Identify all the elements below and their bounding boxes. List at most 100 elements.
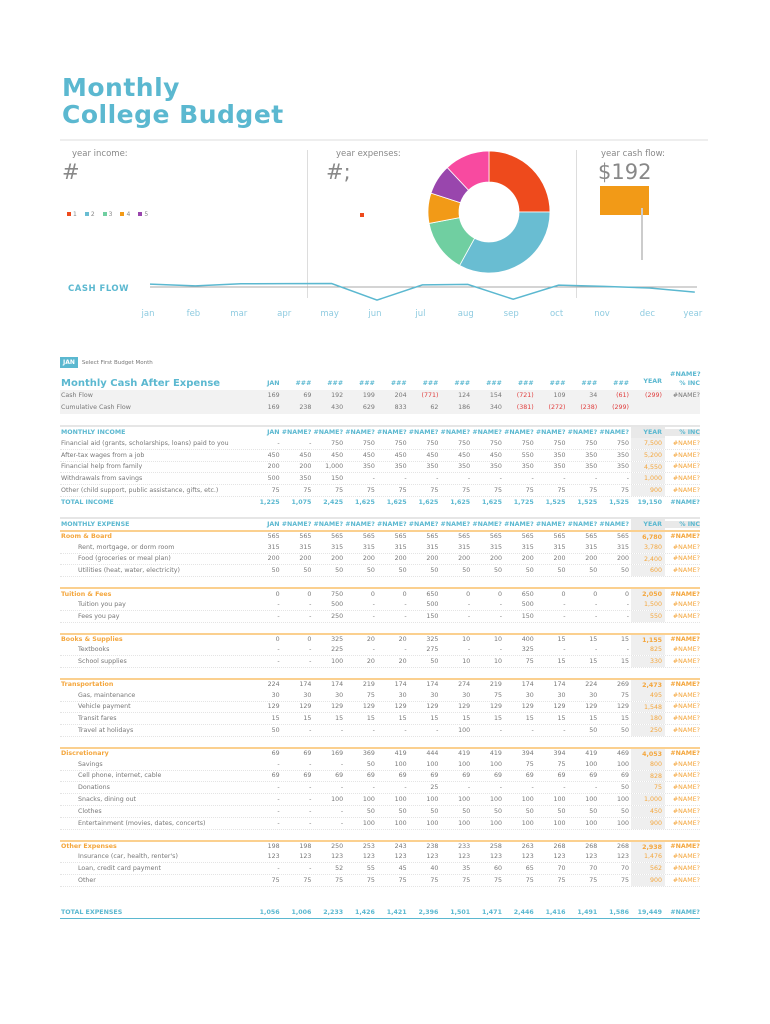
- row-label: Other (child support, public assistance,…: [61, 487, 219, 495]
- cell: 1,471: [482, 908, 502, 916]
- cell: 350: [299, 475, 312, 483]
- cell: 124: [458, 392, 471, 400]
- cell: 20: [366, 658, 375, 666]
- cell: 1,000: [325, 463, 344, 471]
- cell: -: [309, 796, 312, 804]
- cell: 1,006: [291, 908, 312, 916]
- cell: 243: [394, 842, 407, 850]
- cell: #NAME?: [599, 429, 630, 436]
- spacer: [60, 830, 700, 840]
- cell: 123: [521, 853, 534, 861]
- cell: -: [277, 760, 280, 768]
- cell: 30: [430, 691, 439, 699]
- cell: -: [340, 760, 344, 768]
- row-label: Entertainment (movies, dates, concerts): [78, 819, 206, 827]
- cell: 75: [366, 691, 375, 699]
- cell: -: [467, 784, 471, 792]
- cell: 15: [621, 635, 630, 643]
- table-row: Insurance (car, health, renter's) 123 123 1…: [60, 851, 700, 864]
- cell: 69: [335, 772, 344, 780]
- pct-cell: #NAME?: [672, 865, 700, 873]
- group-row: Room & Board 565 565 565 565 565 565 565 565 565 5…: [60, 530, 700, 542]
- month-label: dec: [639, 309, 656, 319]
- cell: 20: [366, 635, 375, 643]
- cell: 100: [521, 819, 534, 827]
- cell: 253: [362, 842, 375, 850]
- cell: 100: [458, 727, 471, 735]
- pct-cell: #NAME?: [672, 807, 700, 815]
- cell: 1,625: [482, 499, 502, 507]
- legend-item: 3: [102, 211, 112, 218]
- cell: 350: [394, 463, 407, 471]
- cell: 233: [458, 842, 471, 850]
- cell: 75: [462, 876, 471, 884]
- cell: 69: [271, 772, 280, 780]
- donut-slice: [459, 211, 551, 274]
- cell: 394: [553, 750, 566, 758]
- cell: 15: [589, 715, 598, 723]
- cell: -: [499, 646, 502, 654]
- legend-label: 1: [73, 211, 77, 218]
- table-row: Textbooks - -225- -275- -325- - -825 #NAME?: [60, 644, 700, 657]
- cell: #NAME?: [408, 521, 439, 528]
- cell: 50: [462, 807, 471, 815]
- cell: 150: [521, 612, 534, 620]
- first-month-value[interactable]: JAN: [60, 357, 78, 368]
- row-label: Tuition you pay: [78, 600, 126, 608]
- cell: 0: [593, 590, 598, 598]
- cell: 350: [458, 463, 471, 471]
- cell: #NAME?: [440, 521, 471, 528]
- cell: -: [372, 475, 375, 483]
- cell: 100: [617, 819, 630, 827]
- cell: 100: [394, 796, 407, 804]
- cell: 263: [521, 842, 534, 850]
- cell: #NAME?: [535, 521, 566, 528]
- cell: #NAME?: [281, 521, 312, 528]
- cell: ###: [454, 379, 471, 387]
- row-label: Gas, maintenance: [78, 691, 136, 699]
- cell: -: [626, 600, 630, 608]
- section-header: Monthly Cash After Expense JAN ### ### ### ##…: [60, 376, 700, 390]
- cell: 419: [458, 750, 471, 758]
- pct-cell: #NAME?: [672, 715, 700, 723]
- first-month-selector[interactable]: JAN Select First Budget Month: [60, 357, 153, 368]
- year-cell: 4,550: [631, 461, 665, 473]
- cell: 69: [621, 772, 630, 780]
- cell: -: [467, 646, 471, 654]
- cell: #NAME?: [567, 521, 598, 528]
- row-label: Clothes: [78, 807, 102, 815]
- section-header: MONTHLY EXPENSE JAN #NAME? #NAME? #NAME? #NAM…: [60, 517, 700, 530]
- row-label: Books & Supplies: [61, 635, 123, 643]
- cell: -: [277, 819, 280, 827]
- cell: 500: [426, 600, 439, 608]
- cell: 1,525: [545, 499, 566, 507]
- year-cell: 828: [631, 770, 665, 782]
- table-row: Entertainment (movies, dates, concerts) -…: [60, 817, 700, 830]
- year-cell: [631, 402, 665, 414]
- cell: 833: [394, 404, 407, 412]
- cell: 129: [362, 703, 375, 711]
- cell: 629: [362, 404, 375, 412]
- year-cell: 800: [631, 758, 665, 770]
- cell: 750: [394, 439, 407, 447]
- cell: 129: [267, 703, 280, 711]
- cell: 70: [589, 865, 598, 873]
- month-label: mar: [230, 309, 248, 319]
- cell: 650: [521, 590, 534, 598]
- pct-cell: #NAME?: [672, 876, 700, 884]
- cell: 50: [621, 727, 630, 735]
- cell: 200: [426, 555, 439, 563]
- table-row: Snacks, dining out - - 100 100 100 100 100 100 10…: [60, 794, 700, 806]
- cell: 30: [462, 691, 471, 699]
- cell: 30: [271, 691, 280, 699]
- year-cell: 6,780: [631, 532, 665, 542]
- cell: -: [372, 612, 375, 620]
- cell: 174: [331, 681, 344, 689]
- pct-cell: #NAME?: [672, 691, 700, 699]
- pct-cell: #NAME?: [670, 499, 700, 507]
- cell: 200: [617, 555, 630, 563]
- cell: 75: [271, 876, 280, 884]
- cell: 100: [585, 819, 598, 827]
- cell: -: [309, 646, 312, 654]
- cell: 75: [557, 876, 566, 884]
